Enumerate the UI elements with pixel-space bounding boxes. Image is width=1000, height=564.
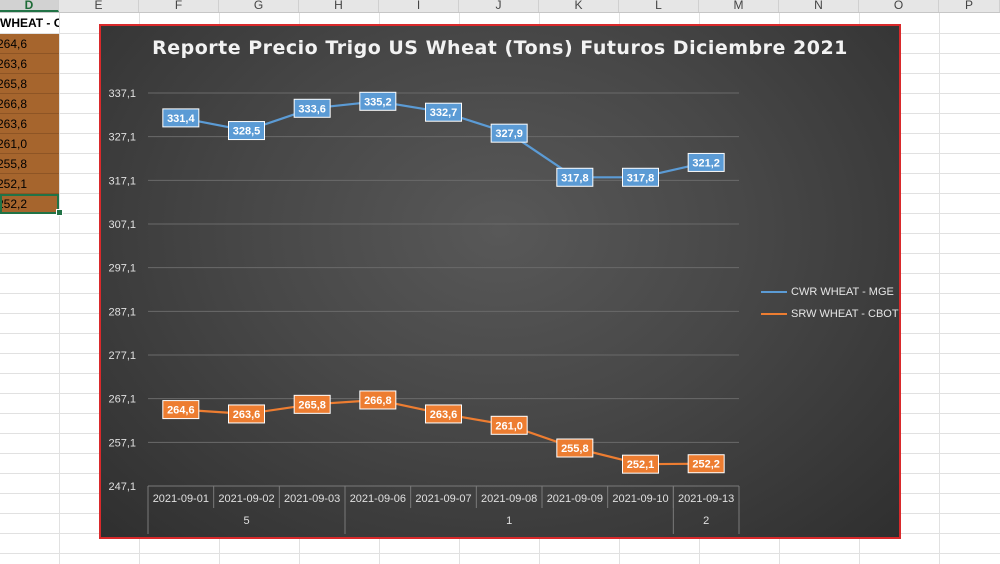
cell-d-2[interactable]: 263,6 [0,54,59,74]
data-label: 331,4 [167,113,195,125]
column-header-i[interactable]: I [379,0,459,12]
column-header-j[interactable]: J [459,0,539,12]
x-tick-label: 2021-09-03 [284,493,340,505]
column-header-f[interactable]: F [139,0,219,12]
data-label-box [622,454,659,474]
data-label-box [556,167,594,187]
data-label-box [425,102,462,122]
cell-d-9[interactable]: 252,2 [0,194,59,214]
data-label: 255,8 [561,443,589,455]
data-label: 261,0 [495,420,523,432]
chart-legend: CWR WHEAT - MGE SRW WHEAT - CBOT [761,281,901,325]
gridline-vertical [59,13,60,564]
data-label-box [162,400,200,420]
cell-d-3[interactable]: 265,8 [0,74,59,94]
data-label: 328,5 [233,126,261,138]
data-label: 335,2 [364,96,392,108]
data-label: 252,1 [627,459,655,471]
data-label-box [293,394,331,414]
column-header-d[interactable]: D [0,0,59,12]
data-label: 265,8 [298,399,326,411]
y-tick-label: 317,1 [108,175,136,187]
legend-label-srw: SRW WHEAT - CBOT [791,308,899,320]
column-header-k[interactable]: K [539,0,619,12]
x-tick-label: 2021-09-06 [350,493,406,505]
x-tick-label: 2021-09-13 [678,493,734,505]
y-tick-label: 287,1 [108,306,136,318]
data-label-box [359,91,397,111]
data-label-box [490,123,528,143]
x-group-label: 2 [703,515,709,527]
column-header-l[interactable]: L [619,0,699,12]
data-label-box [359,390,397,410]
column-header-n[interactable]: N [779,0,859,12]
cell-d-7[interactable]: 255,8 [0,154,59,174]
y-tick-label: 277,1 [108,350,136,362]
cell-d-5[interactable]: 263,6 [0,114,59,134]
legend-item-srw: SRW WHEAT - CBOT [761,303,901,325]
legend-line-cwr [761,291,787,294]
data-label-box [687,152,725,172]
data-label: 266,8 [364,395,392,407]
chart-plot: 247,1 257,1 267,1 277,1 287,1 297,1 307,1 317,1… [108,88,740,534]
data-label-box [228,404,265,424]
data-label: 332,7 [430,107,458,119]
data-label: 263,6 [233,409,261,421]
y-tick-label: 327,1 [108,132,136,144]
column-header-h[interactable]: H [299,0,379,12]
x-tick-label: 2021-09-01 [153,493,209,505]
x-group-label: 5 [243,515,249,527]
data-label-box [622,167,659,187]
data-label-box [293,98,331,118]
x-tick-label: 2021-09-10 [612,493,668,505]
column-header-o[interactable]: O [859,0,939,12]
data-label-box [162,108,200,128]
data-label: 317,8 [627,172,655,184]
y-tick-label: 267,1 [108,394,136,406]
data-label: 321,2 [692,157,720,169]
chart-title: Reporte Precio Trigo US Wheat (Tons) Fut… [152,37,848,59]
data-label: 317,8 [561,172,589,184]
gridline-horizontal [0,553,1000,554]
x-group-label: 1 [506,515,512,527]
y-tick-label: 247,1 [108,481,136,493]
column-header-e[interactable]: E [59,0,139,12]
x-tick-label: 2021-09-02 [218,493,274,505]
cell-d-6[interactable]: 261,0 [0,134,59,154]
column-header-p[interactable]: P [939,0,1000,12]
y-tick-label: 257,1 [108,437,136,449]
legend-item-cwr: CWR WHEAT - MGE [761,281,901,303]
y-tick-label: 337,1 [108,88,136,100]
data-label: 263,6 [430,409,458,421]
column-header-m[interactable]: M [699,0,779,12]
data-label-box [425,404,462,424]
data-label-box [687,454,725,474]
cell-d-4[interactable]: 266,8 [0,94,59,114]
cell-d-8[interactable]: 252,1 [0,174,59,194]
y-tick-label: 297,1 [108,263,136,275]
data-label: 333,6 [298,103,326,115]
line-chart[interactable]: Reporte Precio Trigo US Wheat (Tons) Fut… [99,24,901,539]
legend-line-srw [761,313,787,316]
gridline-vertical [939,13,940,564]
fill-handle[interactable] [56,209,63,216]
x-tick-label: 2021-09-07 [415,493,471,505]
cell-d-1[interactable]: 264,6 [0,34,59,54]
x-tick-label: 2021-09-09 [547,493,603,505]
legend-label-cwr: CWR WHEAT - MGE [791,286,894,298]
data-label-box [556,438,594,458]
data-label: 264,6 [167,405,195,417]
data-label: 327,9 [495,128,523,140]
data-label-box [228,121,265,141]
data-label: 252,2 [692,459,720,471]
column-header-g[interactable]: G [219,0,299,12]
column-d-header-cell[interactable]: WHEAT - CBOT [0,14,59,33]
y-tick-label: 307,1 [108,219,136,231]
data-label-box [490,415,528,435]
x-tick-label: 2021-09-08 [481,493,537,505]
